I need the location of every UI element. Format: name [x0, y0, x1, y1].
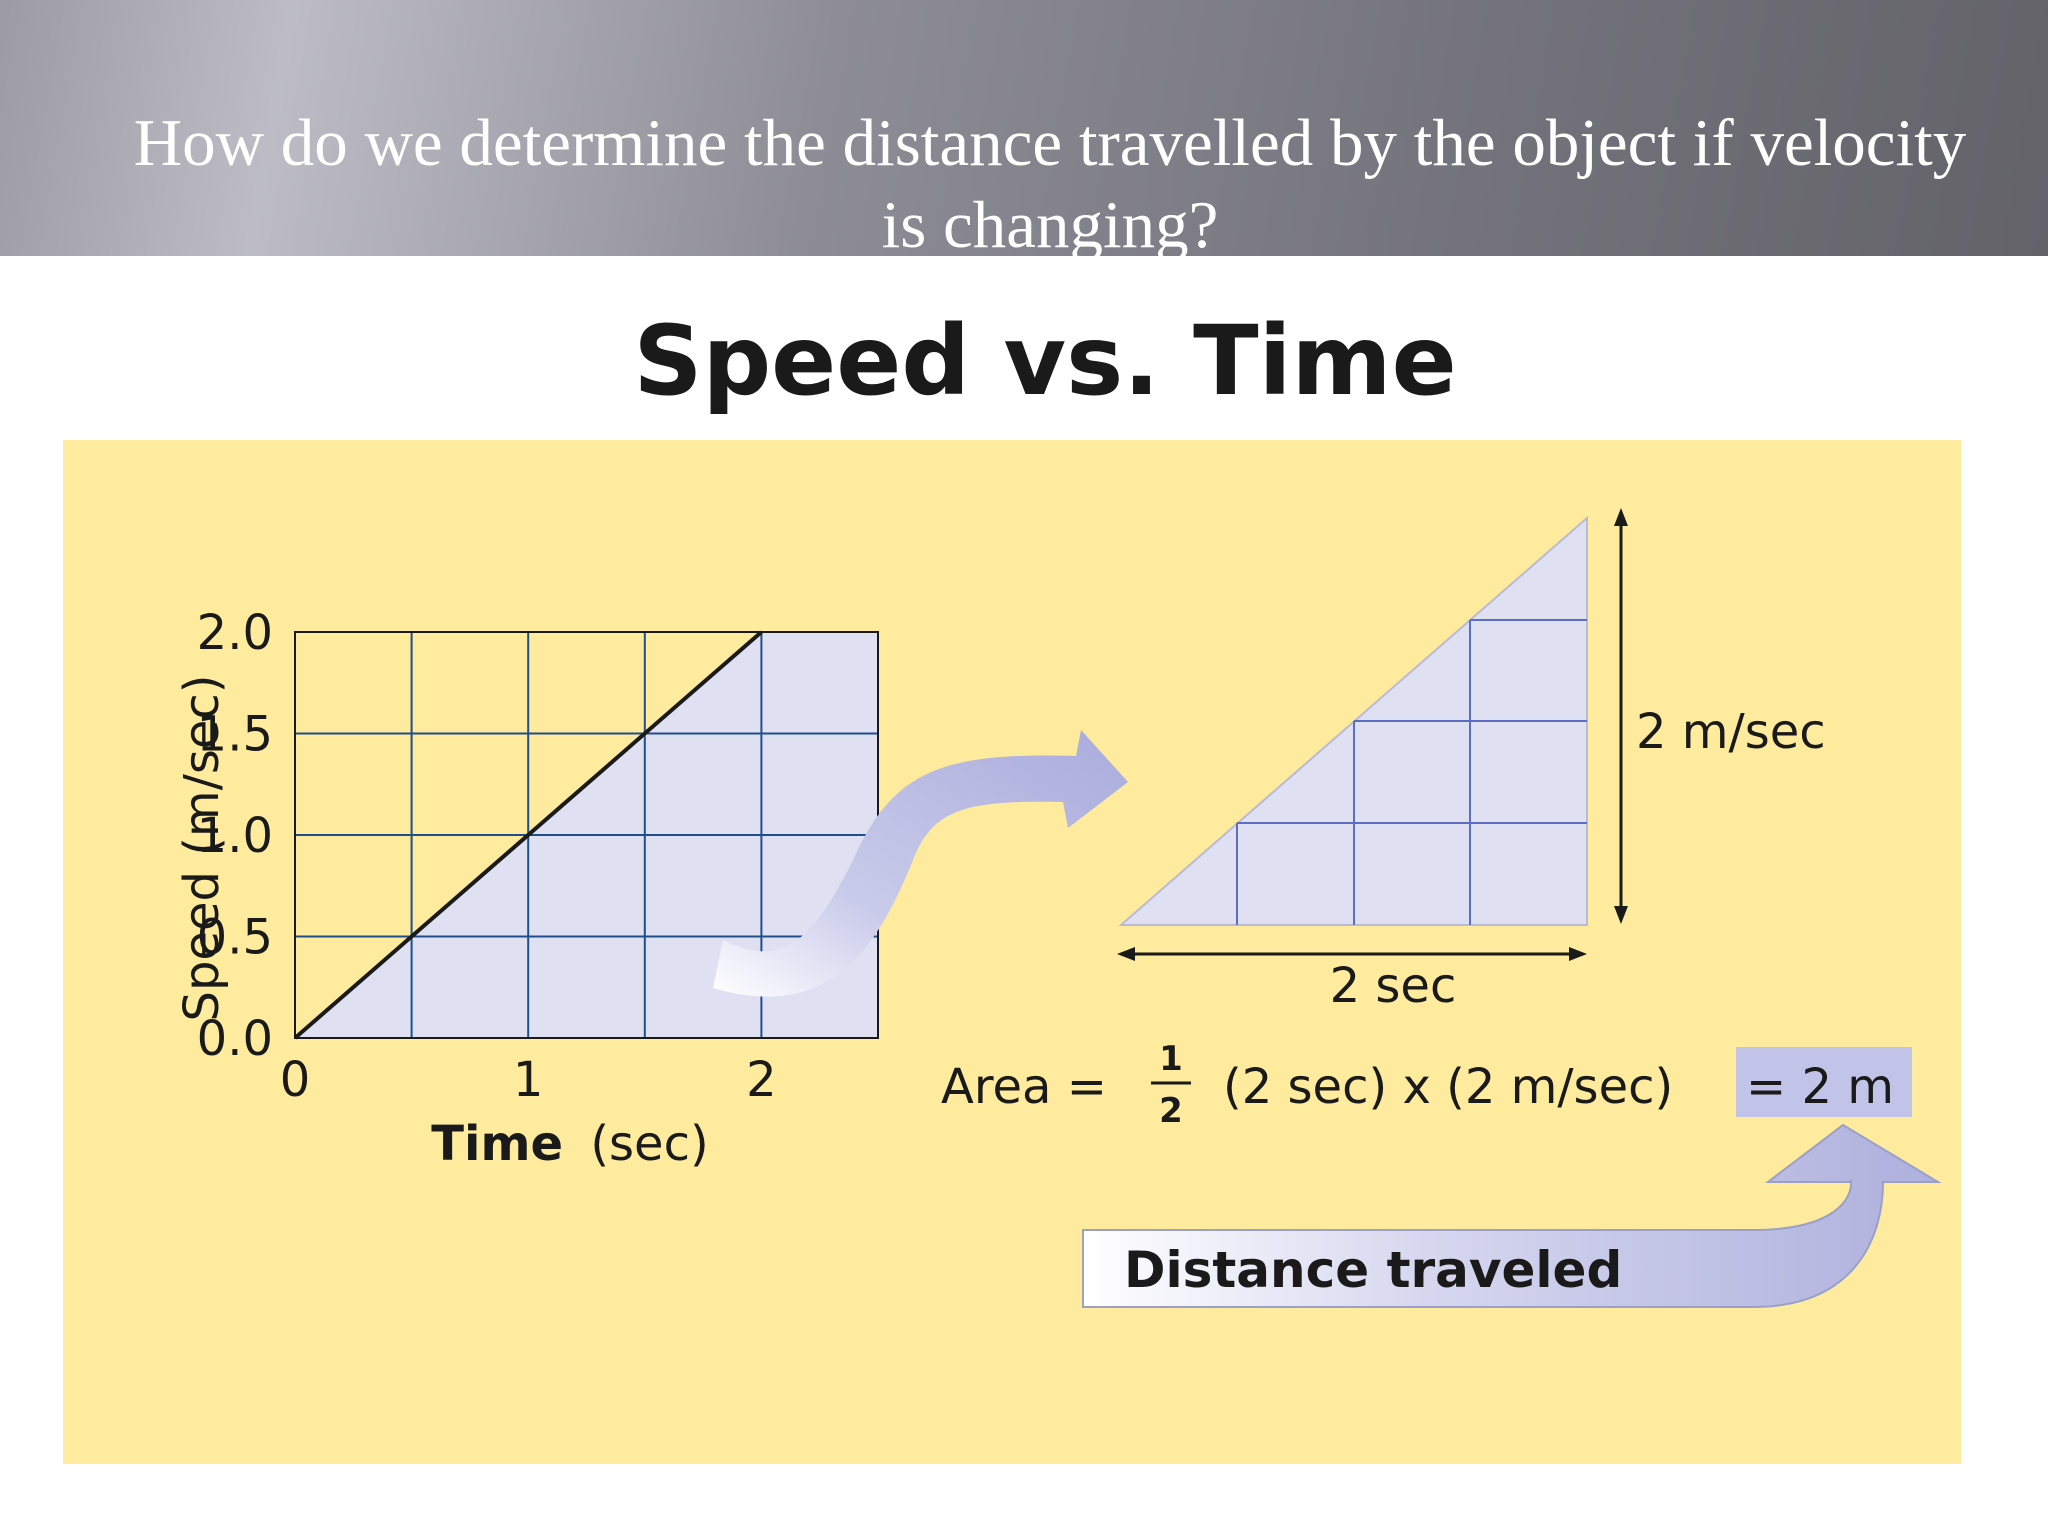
triangle-grid [1236, 619, 1587, 925]
distance-callout: Distance traveled [1082, 1123, 1942, 1308]
diagram-canvas: 0.0 0.5 1.0 1.5 2.0 0 1 2 Speed (m/sec) Time (… [174, 508, 1942, 1308]
x-axis-label-unit: (sec) [590, 1116, 708, 1172]
x-tick-label: 0 [280, 1052, 311, 1108]
formula-expression: (2 sec) x (2 m/sec) [1223, 1059, 1673, 1115]
callout-arrow [1082, 1123, 1942, 1308]
result-highlight [1736, 1047, 1912, 1117]
base-label: 2 sec [1330, 958, 1457, 1014]
y-tick-label: 2.0 [197, 605, 273, 661]
x-tick-label: 2 [746, 1052, 777, 1108]
height-label: 2 m/sec [1636, 704, 1826, 760]
formula-result: = 2 m [1746, 1059, 1894, 1115]
fraction-denominator: 2 [1159, 1091, 1183, 1131]
speed-line [293, 630, 763, 1040]
y-tick-label: 1.0 [197, 808, 273, 864]
curved-arrow-to-triangle [713, 730, 1128, 997]
diagram-panel: 0.0 0.5 1.0 1.5 2.0 0 1 2 Speed (m/sec) Time (… [63, 440, 1961, 1464]
formula-lhs: Area = [941, 1059, 1107, 1115]
callout-label: Distance traveled [1124, 1241, 1622, 1299]
x-axis-label: Time (sec) [431, 1116, 708, 1172]
x-tick-label: 1 [513, 1052, 544, 1108]
slide-header: How do we determine the distance travell… [0, 0, 2048, 256]
y-tick-label: 0.5 [197, 910, 273, 966]
header-question: How do we determine the distance travell… [133, 106, 1967, 256]
fraction-numerator: 1 [1159, 1039, 1183, 1079]
y-tick-label: 1.5 [197, 707, 273, 763]
x-axis-label-name: Time [431, 1116, 563, 1172]
y-axis-label: Speed (m/sec) [174, 674, 230, 1021]
base-dimension-arrow [1117, 947, 1587, 961]
y-tick-label: 0.0 [197, 1011, 273, 1067]
speed-time-chart: 0.0 0.5 1.0 1.5 2.0 0 1 2 Speed (m/sec) Time (… [174, 605, 879, 1172]
area-triangle: 2 m/sec 2 sec [1117, 508, 1826, 1014]
height-dimension-arrow [1614, 508, 1628, 924]
slide-title: Speed vs. Time [633, 305, 1457, 417]
area-formula: Area = 1 2 (2 sec) x (2 m/sec) = 2 m [941, 1039, 1912, 1131]
